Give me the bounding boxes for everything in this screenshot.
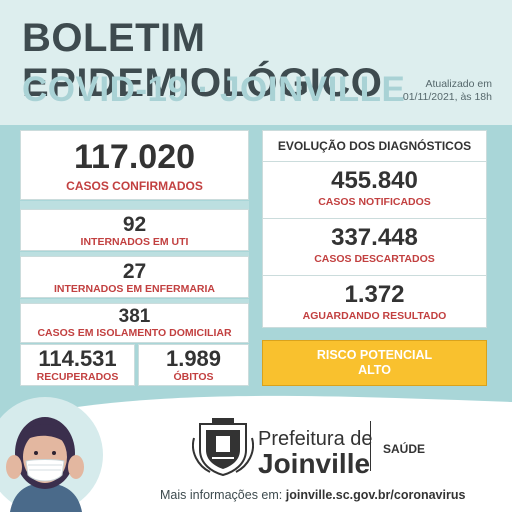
home-isolation-value: 381 bbox=[118, 306, 151, 327]
icu-card: 92 INTERNADOS EM UTI bbox=[20, 209, 249, 251]
divider-stripe bbox=[20, 252, 249, 256]
discarded-block: 337.448 CASOS DESCARTADOS bbox=[263, 219, 486, 276]
more-info-line: Mais informações em: joinville.sc.gov.br… bbox=[160, 488, 465, 502]
notified-value: 455.840 bbox=[331, 167, 418, 194]
confirmed-label: CASOS CONFIRMADOS bbox=[66, 179, 203, 193]
divider-stripe bbox=[20, 201, 249, 209]
deaths-card: 1.989 ÓBITOS bbox=[138, 344, 249, 386]
updated-label: Atualizado em bbox=[425, 78, 492, 90]
ward-label: INTERNADOS EM ENFERMARIA bbox=[53, 283, 215, 295]
recovered-label: RECUPERADOS bbox=[36, 371, 119, 383]
pending-value: 1.372 bbox=[344, 281, 405, 308]
header-band: BOLETIM EPIDEMIOLÓGICO COVID-19 · JOINVI… bbox=[0, 0, 512, 125]
diagnostics-panel: EVOLUÇÃO DOS DIAGNÓSTICOS 455.840 CASOS … bbox=[262, 130, 487, 328]
home-isolation-card: 381 CASOS EM ISOLAMENTO DOMICILIAR bbox=[20, 303, 249, 343]
risk-line2: ALTO bbox=[358, 363, 391, 377]
pending-label: AGUARDANDO RESULTADO bbox=[302, 310, 447, 322]
masked-woman-illustration bbox=[0, 397, 103, 512]
deaths-value: 1.989 bbox=[165, 346, 222, 371]
risk-badge: RISCO POTENCIAL ALTO bbox=[262, 340, 487, 386]
ward-value: 27 bbox=[122, 260, 147, 283]
home-isolation-label: CASOS EM ISOLAMENTO DOMICILIAR bbox=[37, 327, 232, 339]
deaths-label: ÓBITOS bbox=[173, 371, 214, 383]
recovered-value: 114.531 bbox=[38, 346, 117, 371]
diagnostics-title: EVOLUÇÃO DOS DIAGNÓSTICOS bbox=[263, 131, 486, 162]
notified-block: 455.840 CASOS NOTIFICADOS bbox=[263, 162, 486, 219]
prefeitura-label: Prefeitura de bbox=[258, 428, 373, 450]
department-label: SAÚDE bbox=[383, 442, 426, 456]
updated-date: 01/11/2021, às 18h bbox=[402, 91, 492, 103]
page-subtitle: COVID-19 · JOINVILLE bbox=[22, 70, 406, 109]
divider-stripe bbox=[20, 299, 249, 303]
updated-timestamp: Atualizado em 01/11/2021, às 18h bbox=[382, 78, 492, 104]
recovered-card: 114.531 RECUPERADOS bbox=[20, 344, 135, 386]
joinville-coat-of-arms-icon bbox=[192, 418, 254, 476]
discarded-label: CASOS DESCARTADOS bbox=[314, 253, 435, 265]
icu-label: INTERNADOS EM UTI bbox=[80, 236, 189, 248]
notified-label: CASOS NOTIFICADOS bbox=[318, 196, 431, 208]
city-name: Joinville bbox=[258, 448, 371, 479]
discarded-value: 337.448 bbox=[331, 224, 418, 251]
more-info-link[interactable]: joinville.sc.gov.br/coronavirus bbox=[285, 488, 466, 502]
page-title: BOLETIM EPIDEMIOLÓGICO bbox=[22, 16, 383, 105]
prefeitura-wordmark: Prefeitura de Joinville bbox=[258, 428, 373, 478]
ward-card: 27 INTERNADOS EM ENFERMARIA bbox=[20, 256, 249, 298]
risk-line1: RISCO POTENCIAL bbox=[316, 348, 433, 362]
icu-value: 92 bbox=[122, 213, 147, 236]
more-info-prefix: Mais informações em: bbox=[160, 488, 286, 502]
confirmed-card: 117.020 CASOS CONFIRMADOS bbox=[20, 130, 249, 200]
pending-block: 1.372 AGUARDANDO RESULTADO bbox=[263, 276, 486, 328]
confirmed-value: 117.020 bbox=[73, 138, 196, 176]
logo-divider bbox=[370, 421, 371, 471]
